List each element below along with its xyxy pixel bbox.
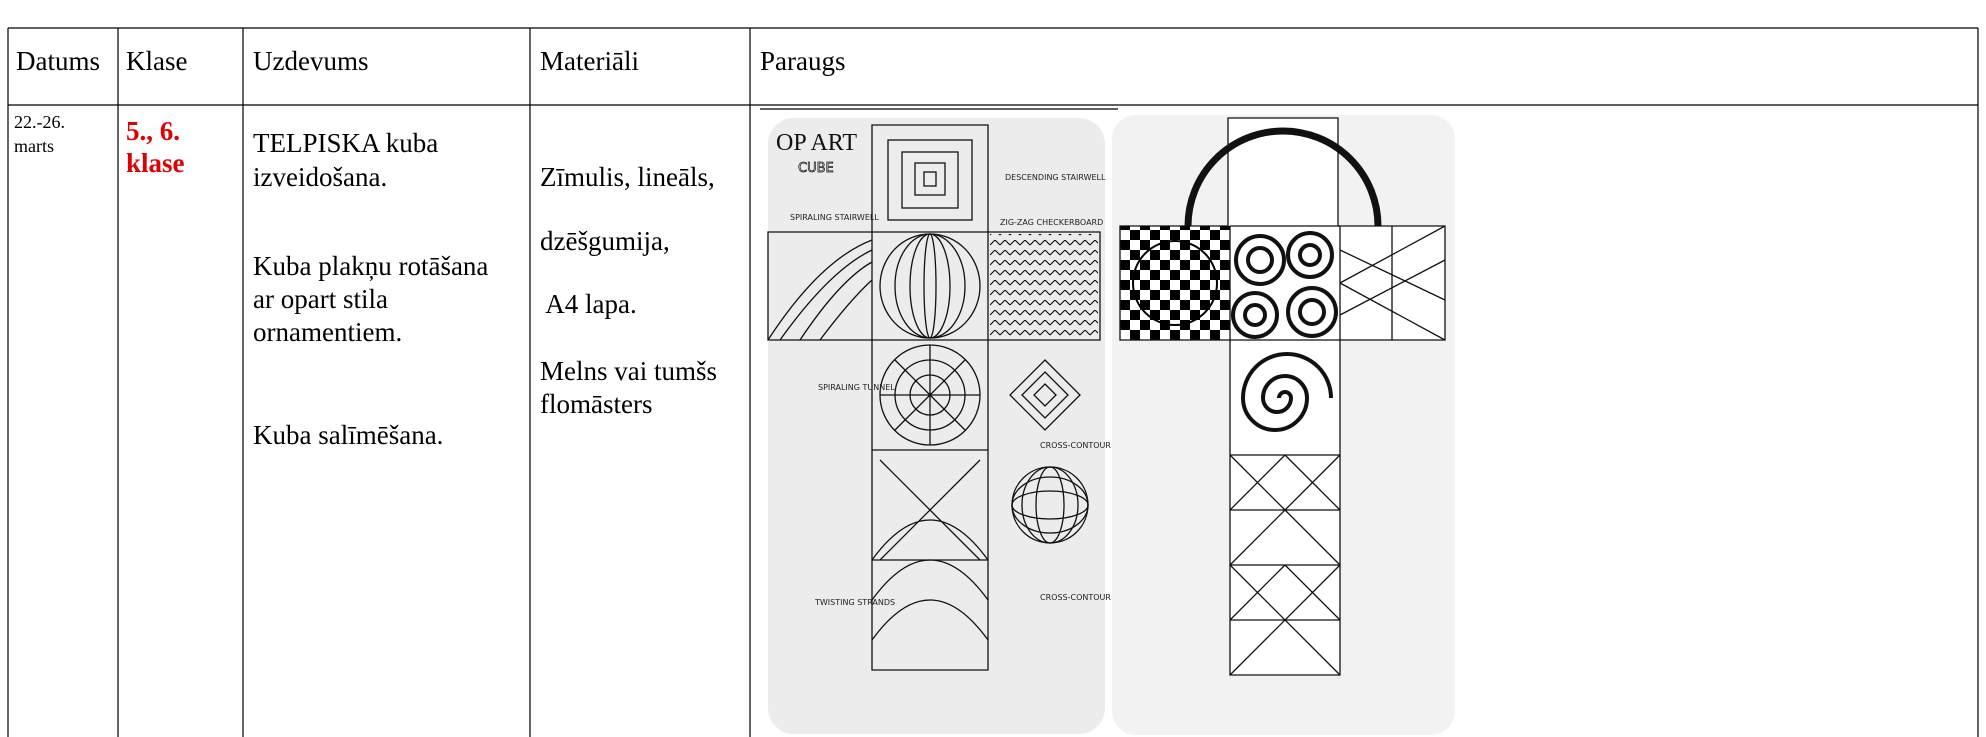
decoration xyxy=(1286,286,1338,338)
decoration xyxy=(990,234,1098,338)
header-row: Datums Klase Uzdevums Materiāli Paraugs xyxy=(16,46,845,76)
header-cell: Datums xyxy=(16,46,100,76)
table-grid xyxy=(7,27,1979,737)
decoration xyxy=(1009,359,1081,431)
decoration xyxy=(1231,231,1338,339)
decoration xyxy=(1298,298,1326,326)
image-text: OP ART xyxy=(776,130,857,156)
decoration xyxy=(923,233,937,339)
task-line: izveidošana. xyxy=(253,162,387,192)
body-row: 22.-26. marts 5., 6. klase TELPISKA kuba… xyxy=(14,112,717,450)
class: 5., 6. xyxy=(126,116,180,146)
decoration xyxy=(1229,454,1341,676)
task-line: Kuba plakņu rotāšana xyxy=(253,251,488,281)
material-line: flomāsters xyxy=(540,389,652,419)
decoration xyxy=(1132,240,1218,326)
date: 22.-26. xyxy=(14,112,65,132)
decoration xyxy=(914,162,946,196)
material-line: Melns vai tumšs xyxy=(540,356,717,386)
image-text: SPIRALING TUNNEL xyxy=(818,383,895,392)
header-cell: Materiāli xyxy=(540,46,639,76)
header-cell: Uzdevums xyxy=(253,46,368,76)
image-text: CROSS-CONTOUR xyxy=(1040,441,1111,450)
class: klase xyxy=(126,148,185,178)
decoration xyxy=(879,233,981,339)
decoration xyxy=(1246,246,1274,274)
decoration xyxy=(1339,225,1446,341)
decoration xyxy=(1230,340,1340,455)
image-text: CUBE xyxy=(798,161,834,176)
decoration xyxy=(1240,352,1333,432)
task-line: Kuba salīmēšana. xyxy=(253,420,443,450)
image-text: ZIG-ZAG CHECKERBOARD xyxy=(1000,218,1103,227)
decoration xyxy=(1231,291,1279,339)
image-text: CROSS-CONTOUR CIRCLE xyxy=(1040,593,1142,602)
decoration xyxy=(768,118,1105,734)
header-cell: Klase xyxy=(126,46,187,76)
material-line: dzēšgumija, xyxy=(540,226,670,256)
decoration xyxy=(901,151,959,209)
decoration xyxy=(887,139,973,221)
image-text: DESCENDING STAIRWELL xyxy=(1005,173,1106,182)
decoration xyxy=(879,344,981,446)
decoration xyxy=(1011,466,1089,544)
task-line: ar opart stila xyxy=(253,284,388,314)
decoration xyxy=(1234,234,1286,286)
decoration xyxy=(923,171,937,187)
image-text: SPIRALING STAIRWELL xyxy=(790,213,879,222)
date: marts xyxy=(14,136,54,156)
decoration xyxy=(887,139,973,221)
decoration xyxy=(1009,359,1081,431)
decoration xyxy=(1298,243,1322,267)
material-line: Zīmulis, lineāls, xyxy=(540,162,715,192)
image-text: TWISTING STRANDS xyxy=(814,598,895,607)
decoration xyxy=(767,239,873,341)
decoration xyxy=(871,459,989,641)
decoration xyxy=(1243,303,1267,327)
header-cell: Paraugs xyxy=(760,46,845,76)
decoration xyxy=(1021,466,1079,544)
task-line: ornamentiem. xyxy=(253,317,402,347)
task-line: TELPISKA kuba xyxy=(253,128,438,158)
sample-image-finished xyxy=(1112,115,1455,735)
decoration xyxy=(880,345,980,445)
decoration xyxy=(1011,476,1089,534)
sample-image-sketch: OP ART CUBE DESCENDING STAIRWELL SPIRALI… xyxy=(767,118,1142,734)
material-line: A4 lapa. xyxy=(540,289,637,319)
decoration xyxy=(1286,231,1334,279)
decoration xyxy=(1119,117,1446,676)
